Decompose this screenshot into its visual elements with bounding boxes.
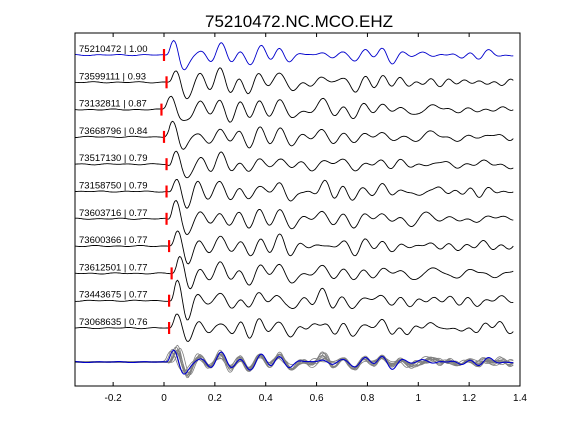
trace-waveform xyxy=(74,179,514,209)
trace-label: 73668796 | 0.84 xyxy=(79,126,148,137)
trace-waveform xyxy=(74,95,514,123)
trace-waveform xyxy=(75,120,514,150)
x-tick-label: -0.2 xyxy=(105,393,123,404)
x-tick-label: 1.2 xyxy=(462,393,476,404)
trace-label: 73600366 | 0.77 xyxy=(79,235,148,246)
trace-label: 73603716 | 0.77 xyxy=(79,208,148,219)
trace-waveform xyxy=(74,150,514,179)
trace-label: 73132811 | 0.87 xyxy=(79,99,147,110)
x-tick-label: 0.2 xyxy=(208,393,222,404)
trace-label: 73599111 | 0.93 xyxy=(79,71,146,82)
trace-waveform xyxy=(74,230,514,265)
trace-label: 73068635 | 0.76 xyxy=(79,317,148,328)
trace-waveform xyxy=(74,313,514,343)
trace-waveform xyxy=(74,39,514,71)
trace-waveform xyxy=(75,199,514,236)
x-tick-label: 0 xyxy=(161,393,167,404)
x-tick-label: 0.4 xyxy=(259,393,273,404)
x-tick-label: 1 xyxy=(416,393,422,404)
plot-area: 75210472 | 1.00 73599111 | 0.93 73132811 |… xyxy=(74,39,514,379)
axes-frame xyxy=(74,32,521,387)
x-tick-label: 0.6 xyxy=(310,393,324,404)
trace-waveform xyxy=(74,255,514,290)
trace-waveform xyxy=(74,67,514,100)
trace-label: 75210472 | 1.00 xyxy=(79,44,148,55)
stack-overlay-trace xyxy=(75,346,514,376)
x-tick-label: 0.8 xyxy=(360,393,374,404)
trace-waveform xyxy=(74,279,514,321)
trace-label: 73517130 | 0.79 xyxy=(79,153,148,164)
trace-label: 73443675 | 0.77 xyxy=(79,290,148,301)
chart-title: 75210472.NC.MCO.EHZ xyxy=(205,12,393,31)
trace-label: 73158750 | 0.79 xyxy=(79,181,148,192)
trace-label: 73612501 | 0.77 xyxy=(79,262,148,273)
stack-reference-trace xyxy=(75,349,514,375)
x-axis: -0.2 0 0.2 0.4 0.6 0.8 1 1.2 1.4 xyxy=(105,33,527,404)
x-tick-label: 1.4 xyxy=(513,393,527,404)
